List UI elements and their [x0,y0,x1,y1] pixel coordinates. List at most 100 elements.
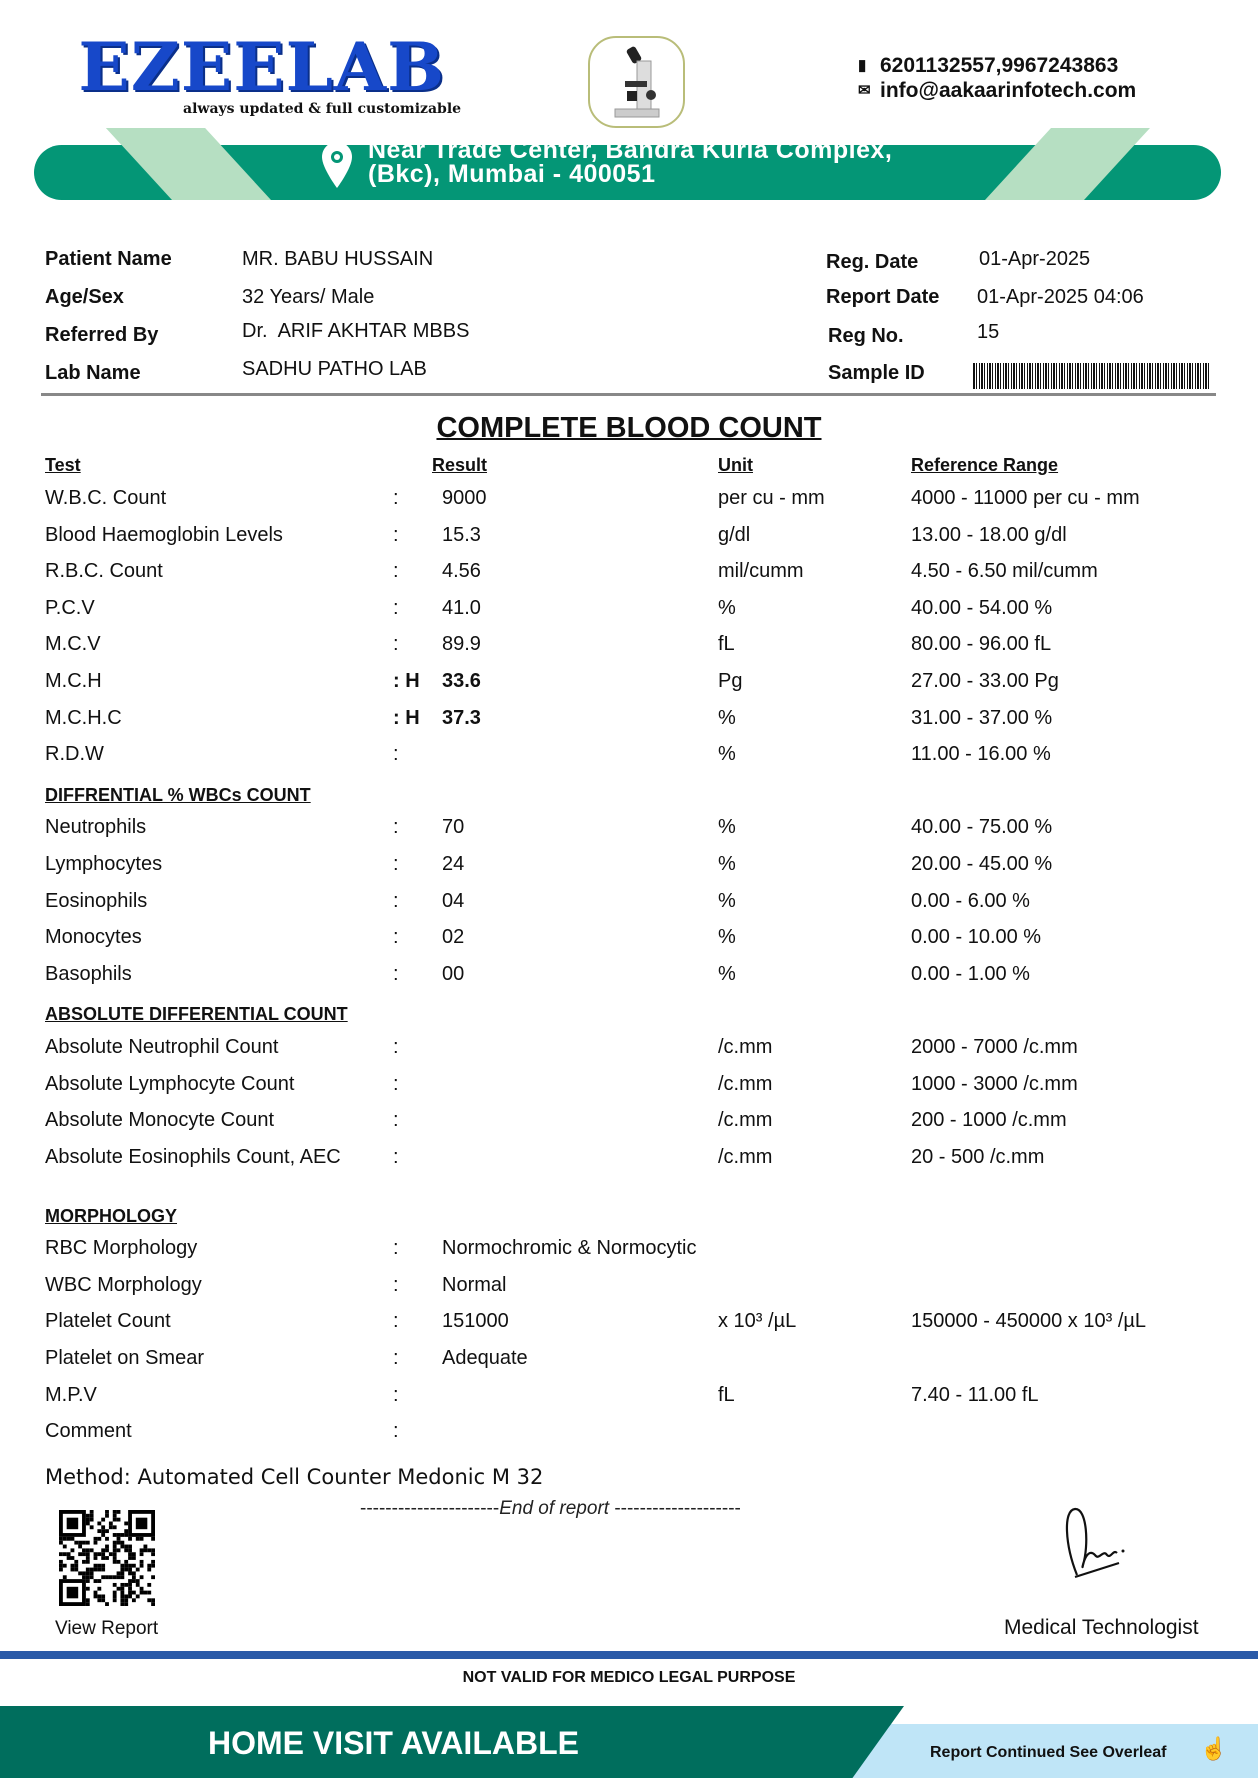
section-title: MORPHOLOGY [45,1205,178,1226]
table-row: Comment: [0,1414,1258,1451]
reference-range: 40.00 - 54.00 % [911,596,1053,619]
section-header: ABSOLUTE DIFFERENTIAL COUNT [0,993,1258,1030]
unit: g/dl [718,523,751,546]
reference-range: 20 - 500 /c.mm [911,1145,1045,1168]
table-row: Absolute Lymphocyte Count: /c.mm 1000 - 30… [0,1067,1258,1104]
phone: 6201132557,9967243863 [880,54,1119,77]
location-pin-icon [320,140,354,195]
result-value: 41.0 [442,596,481,619]
section-title: ABSOLUTE DIFFERENTIAL COUNT [45,1004,348,1025]
result-value: Adequate [442,1347,528,1370]
table-row: Absolute Monocyte Count: /c.mm 200 - 1000 … [0,1103,1258,1140]
phone-icon: ▮ [858,57,867,74]
test-name: Lymphocytes [45,852,163,875]
separator: : [393,1072,399,1095]
signatory-title: Medical Technologist [1004,1616,1199,1639]
unit: Pg [718,669,743,692]
separator: : H [393,669,420,692]
mail-icon: ✉ [858,82,871,99]
home-visit-banner: HOME VISIT AVAILABLE [208,1725,579,1761]
footer-green-band [0,1706,904,1778]
reference-range: 0.00 - 6.00 % [911,889,1030,912]
separator: : [393,926,399,949]
result-value: 70 [442,816,465,839]
end-of-report-text: End of report [499,1498,610,1519]
separator: : [393,1145,399,1168]
unit: % [718,926,736,949]
separator: : [393,962,399,985]
patient-name-label: Patient Name [45,248,172,270]
method-note: Method: Automated Cell Counter Medonic M… [45,1465,544,1489]
reg-date-label: Reg. Date [826,251,919,273]
separator: : [393,1383,399,1406]
separator: : [393,1273,399,1296]
referred-by: Dr. ARIF AKHTAR MBBS [242,320,470,342]
unit: per cu - mm [718,487,825,509]
separator: : [393,1420,399,1443]
referred-by-label: Referred By [45,324,159,346]
reference-range: 200 - 1000 /c.mm [911,1109,1067,1132]
result-value: 04 [442,889,465,912]
table-row: W.B.C. Count: 9000 per cu - mm 4000 - 11000… [0,481,1258,518]
qr-code[interactable] [57,1510,157,1606]
email: info@aakaarinfotech.com [880,79,1137,102]
test-name: Monocytes [45,926,142,949]
table-row: M.C.H: H 33.6 Pg 27.00 - 33.00 Pg [0,664,1258,701]
column-result: Result [432,455,488,475]
test-name: M.P.V [45,1383,97,1406]
reg-no: 15 [977,321,1000,343]
separator: : [393,633,399,656]
separator: : [393,889,399,912]
section-title: DIFFRENTIAL % WBCs COUNT [45,784,311,805]
unit: /c.mm [718,1109,773,1132]
sample-id-label: Sample ID [828,362,925,384]
age-sex: 32 Years/ Male [242,286,375,308]
unit: % [718,852,736,875]
reg-date: 01-Apr-2025 [979,248,1091,270]
result-value: 33.6 [442,669,481,692]
report-date-label: Report Date [826,286,940,308]
result-value: 9000 [442,487,487,509]
reference-range: 40.00 - 75.00 % [911,816,1053,839]
sample-barcode [973,363,1209,389]
end-of-report: ----------------------End of report ----… [360,1498,741,1520]
lab-address: Near Trade Center, Bandra Kurla Complex,… [368,136,893,188]
table-row: Monocytes: 02% 0.00 - 10.00 % [0,920,1258,957]
test-name: M.C.H [45,669,102,692]
table-row: M.P.V: fL 7.40 - 11.00 fL [0,1378,1258,1415]
lab-name-label: Lab Name [45,362,141,384]
address-line-2: (Bkc), Mumbai - 400051 [368,160,656,188]
logo: EZEELAB [78,28,446,106]
unit: x 10³ /µL [718,1310,797,1333]
separator: : [393,596,399,619]
view-report-link[interactable]: View Report [55,1618,159,1639]
test-name: RBC Morphology [45,1237,198,1260]
unit: mil/cumm [718,560,804,583]
test-name: Platelet on Smear [45,1347,204,1370]
unit: /c.mm [718,1035,773,1058]
report-date: 01-Apr-2025 04:06 [977,286,1144,308]
result-value: 02 [442,926,465,949]
test-name: Neutrophils [45,816,147,839]
unit: /c.mm [718,1145,773,1168]
reference-range: 31.00 - 37.00 % [911,706,1053,729]
dashes-left: ---------------------- [360,1498,500,1519]
test-name: Eosinophils [45,889,148,912]
overleaf-note: Report Continued See Overleaf [930,1744,1167,1761]
unit: /c.mm [718,1072,773,1095]
result-value: 89.9 [442,633,481,656]
table-row: Platelet Count: 151000 x 10³ /µL 150000 - 4… [0,1304,1258,1341]
report-title: COMPLETE BLOOD COUNT [0,412,1258,445]
separator: : [393,743,399,766]
report-title-text: COMPLETE BLOOD COUNT [436,412,822,444]
unit: % [718,962,736,985]
test-name: R.D.W [45,743,104,766]
separator: : [393,1347,399,1370]
reference-range: 150000 - 450000 x 10³ /µL [911,1310,1147,1333]
result-value: 00 [442,962,465,985]
table-row: Neutrophils: 70% 40.00 - 75.00 % [0,810,1258,847]
address-line-1: Near Trade Center, Bandra Kurla Complex, [368,136,893,164]
test-name: Blood Haemoglobin Levels [45,523,283,546]
footer-divider [0,1651,1258,1659]
table-row: Platelet on Smear: Adequate [0,1341,1258,1378]
